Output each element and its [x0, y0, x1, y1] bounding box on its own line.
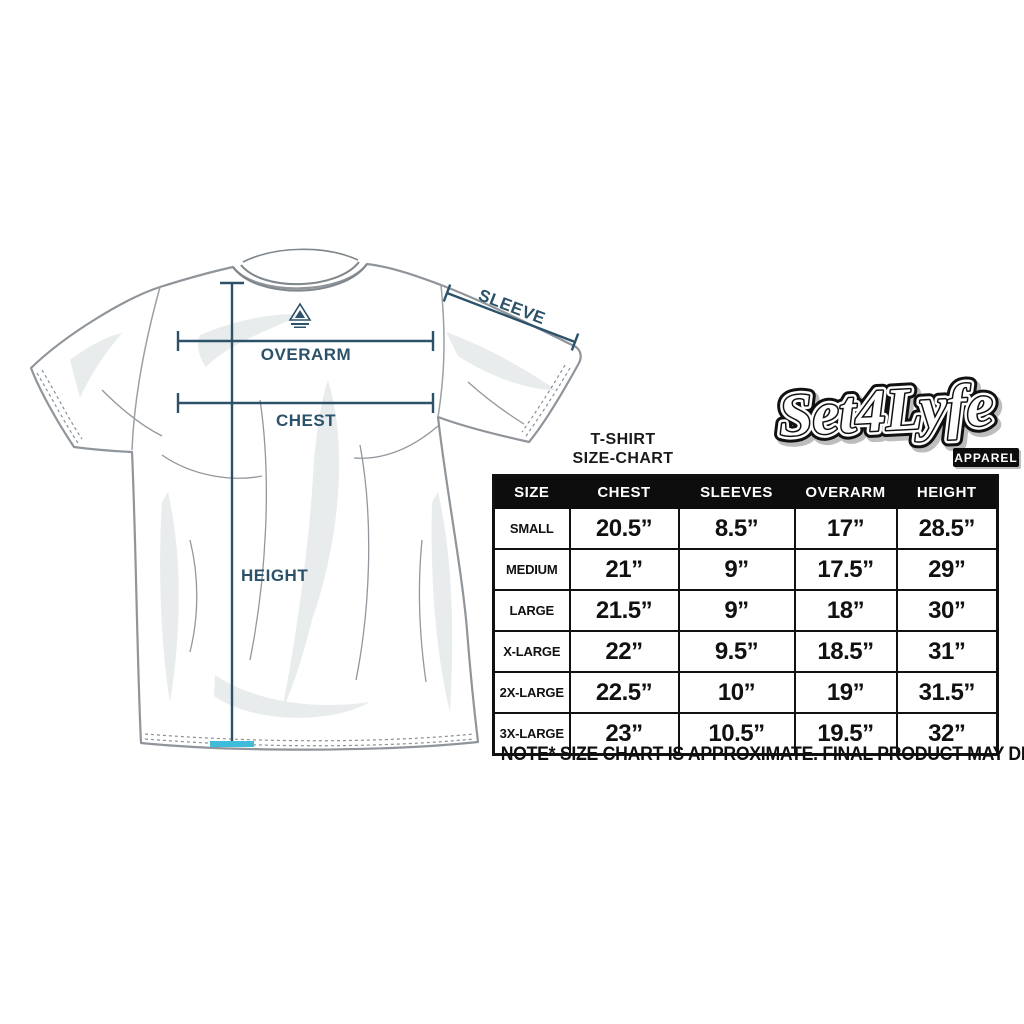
- tee-stitching: [36, 364, 571, 747]
- brand-logo: Set4Lyfe Set4Lyfe Set4Lyfe Set4Lyfe APPA…: [748, 350, 1024, 476]
- col-header-chest: CHEST: [568, 474, 680, 509]
- sleeves-value: 10.5”: [677, 712, 796, 756]
- size-label: MEDIUM: [492, 548, 571, 591]
- disclaimer-note: NOTE* SIZE CHART IS APPROXIMATE. FINAL P…: [500, 744, 1024, 765]
- brand-gap: Set4Lyfe: [777, 371, 995, 448]
- overarm-value: 18”: [793, 589, 898, 632]
- overarm-value: 18.5”: [793, 630, 898, 673]
- sleeves-value: 9”: [677, 589, 796, 632]
- height-label: HEIGHT: [241, 566, 308, 585]
- measurement-lines: [176, 281, 580, 745]
- overarm-value: 17.5”: [793, 548, 898, 591]
- col-header-height: HEIGHT: [895, 474, 999, 509]
- tee-outline: [29, 248, 582, 751]
- sleeves-value: 10”: [677, 671, 796, 714]
- size-table: SIZE CHEST SLEEVES OVERARM HEIGHT SMALL …: [492, 474, 999, 756]
- brand-wordmark: Set4Lyfe Set4Lyfe Set4Lyfe Set4Lyfe: [770, 364, 1005, 459]
- table-row: LARGE 21.5” 9” 18” 30”: [492, 589, 999, 632]
- height-value: 31”: [895, 630, 999, 673]
- col-header-overarm: OVERARM: [793, 474, 898, 509]
- sleeve-line: [442, 284, 580, 351]
- table-row: MEDIUM 21” 9” 17.5” 29”: [492, 548, 999, 591]
- chart-title-line2: SIZE-CHART: [572, 450, 674, 467]
- tee-collar: [232, 248, 368, 292]
- apparel-badge: APPAREL: [953, 448, 1021, 469]
- height-line: [220, 281, 244, 745]
- height-value: 28.5”: [895, 507, 999, 550]
- tee-fold-lines: [101, 381, 525, 683]
- tee-armhole-seams: [131, 284, 445, 451]
- height-value: 29”: [895, 548, 999, 591]
- collar-brand-icon: [288, 302, 312, 328]
- height-value: 31.5”: [895, 671, 999, 714]
- chart-title: T-SHIRT SIZE-CHART: [548, 430, 698, 468]
- size-label: 3X-LARGE: [492, 712, 571, 756]
- size-label: LARGE: [492, 589, 571, 632]
- table-row: SMALL 20.5” 8.5” 17” 28.5”: [492, 507, 999, 550]
- sleeves-value: 9”: [677, 548, 796, 591]
- size-label: X-LARGE: [492, 630, 571, 673]
- height-value: 32”: [895, 712, 999, 756]
- brand-logo-art: Set4Lyfe Set4Lyfe Set4Lyfe Set4Lyfe APPA…: [770, 364, 1021, 469]
- height-value: 30”: [895, 589, 999, 632]
- apparel-badge-label: APPAREL: [954, 451, 1017, 465]
- sleeves-value: 9.5”: [677, 630, 796, 673]
- sleeves-value: 8.5”: [677, 507, 796, 550]
- overarm-value: 19”: [793, 671, 898, 714]
- overarm-line: [176, 331, 435, 351]
- chest-value: 21.5”: [568, 589, 680, 632]
- size-label: 2X-LARGE: [492, 671, 571, 714]
- brand-text: Set4Lyfe: [777, 371, 995, 448]
- chest-value: 22.5”: [568, 671, 680, 714]
- tshirt-measurement-diagram: OVERARM CHEST HEIGHT SLEEVE: [10, 240, 590, 780]
- tshirt-illustration: OVERARM CHEST HEIGHT SLEEVE: [29, 248, 582, 751]
- height-end-tick: [210, 741, 254, 747]
- chest-line: [176, 393, 435, 413]
- chest-value: 21”: [568, 548, 680, 591]
- col-header-sleeves: SLEEVES: [677, 474, 796, 509]
- overarm-value: 17”: [793, 507, 898, 550]
- chart-title-line1: T-SHIRT: [590, 431, 656, 448]
- size-label: SMALL: [492, 507, 571, 550]
- chest-label: CHEST: [276, 411, 336, 430]
- table-row: 3X-LARGE 23” 10.5” 19.5” 32”: [492, 712, 999, 756]
- chest-value: 22”: [568, 630, 680, 673]
- overarm-label: OVERARM: [261, 345, 351, 364]
- tee-shading: [70, 314, 556, 718]
- size-table-header: SIZE CHEST SLEEVES OVERARM HEIGHT: [492, 474, 999, 509]
- overarm-value: 19.5”: [793, 712, 898, 756]
- table-row: 2X-LARGE 22.5” 10” 19” 31.5”: [492, 671, 999, 714]
- col-header-size: SIZE: [492, 474, 571, 509]
- table-row: X-LARGE 22” 9.5” 18.5” 31”: [492, 630, 999, 673]
- chest-value: 23”: [568, 712, 680, 756]
- chest-value: 20.5”: [568, 507, 680, 550]
